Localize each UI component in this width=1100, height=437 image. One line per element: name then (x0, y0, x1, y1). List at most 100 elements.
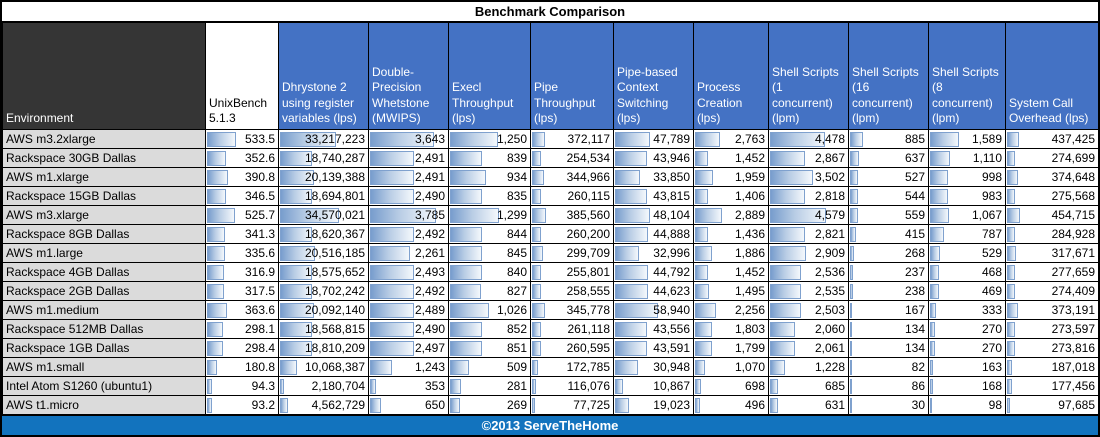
cell-value: 827 (506, 283, 527, 298)
cell-value: 4,478 (814, 131, 845, 146)
value-cell-execl: 845 (448, 243, 531, 263)
data-bar (280, 131, 337, 147)
cell-value: 885 (904, 131, 925, 146)
cell-value: 468 (981, 264, 1002, 279)
value-cell-shell8: 168 (928, 376, 1006, 396)
value-cell-process: 2,889 (693, 205, 769, 225)
data-bar (207, 188, 226, 204)
cell-value: 385,560 (566, 207, 610, 222)
cell-value: 298.1 (244, 321, 275, 336)
value-cell-execl: 827 (448, 281, 531, 301)
header-cell-execl: Execl Throughput (lps) (448, 22, 531, 130)
cell-value: 525.7 (244, 207, 275, 222)
value-cell-pipe: 299,709 (530, 243, 614, 263)
data-bar (615, 131, 651, 147)
data-bar (615, 283, 648, 299)
value-cell-shell1: 4,579 (768, 205, 849, 225)
value-cell-context: 43,815 (613, 186, 694, 206)
value-cell-execl: 1,299 (448, 205, 531, 225)
value-cell-context: 47,789 (613, 129, 694, 149)
data-bar (850, 283, 854, 299)
cell-value: 177,456 (1051, 378, 1095, 393)
table-row: AWS m1.xlarge 390.8 20,139,388 2,491 934 344,… (2, 167, 1099, 187)
cell-value: 18,740,287 (304, 150, 365, 165)
value-cell-whetstone: 2,491 (368, 148, 449, 168)
value-cell-shell8: 270 (928, 319, 1006, 339)
table-row: Rackspace 1GB Dallas 298.4 18,810,209 2,497… (2, 338, 1099, 358)
cell-value: 1,495 (734, 283, 765, 298)
value-cell-shell16: 415 (848, 224, 929, 244)
data-bar (450, 131, 498, 147)
row-label: AWS m1.medium (2, 300, 206, 320)
cell-value: 1,452 (734, 264, 765, 279)
data-bar (695, 188, 708, 204)
cell-value: 3,643 (414, 131, 445, 146)
cell-value: 254,534 (566, 150, 610, 165)
cell-value: 1,589 (971, 131, 1002, 146)
data-bar (450, 226, 483, 242)
cell-value: 650 (424, 397, 445, 412)
data-bar (930, 245, 940, 261)
data-bar (695, 245, 713, 261)
value-cell-whetstone: 2,490 (368, 319, 449, 339)
data-bar (370, 283, 414, 299)
value-cell-process: 496 (693, 395, 769, 415)
data-bar (370, 340, 414, 356)
cell-value: 273,816 (1051, 340, 1095, 355)
cell-value: 255,801 (566, 264, 610, 279)
value-cell-pipe: 260,595 (530, 338, 614, 358)
data-bar (850, 264, 854, 280)
data-bar (532, 321, 542, 337)
cell-value: 1,228 (814, 359, 845, 374)
data-bar (930, 188, 948, 204)
data-bar (532, 150, 542, 166)
value-cell-unixbench: 341.3 (205, 224, 279, 244)
cell-value: 2,490 (414, 188, 445, 203)
value-cell-process: 1,406 (693, 186, 769, 206)
cell-value: 2,867 (814, 150, 845, 165)
cell-value: 238 (904, 283, 925, 298)
cell-value: 345,778 (566, 302, 610, 317)
value-cell-shell16: 30 (848, 395, 929, 415)
value-cell-syscall: 275,568 (1005, 186, 1099, 206)
cell-value: 373,191 (1051, 302, 1095, 317)
data-bar (1007, 340, 1015, 356)
cell-value: 2,491 (414, 169, 445, 184)
data-bar (370, 150, 414, 166)
data-bar (1007, 169, 1018, 185)
value-cell-syscall: 277,659 (1005, 262, 1099, 282)
cell-value: 983 (981, 188, 1002, 203)
cell-value: 44,623 (653, 283, 690, 298)
data-bar (207, 264, 225, 280)
data-bar (930, 302, 937, 318)
cell-value: 10,068,387 (304, 359, 365, 374)
value-cell-whetstone: 2,493 (368, 262, 449, 282)
row-label: Rackspace 2GB Dallas (2, 281, 206, 301)
value-cell-syscall: 317,671 (1005, 243, 1099, 263)
value-cell-dhrystone: 34,570,021 (278, 205, 369, 225)
cell-value: 341.3 (244, 226, 275, 241)
data-bar (450, 188, 482, 204)
value-cell-shell8: 998 (928, 167, 1006, 187)
data-bar (1007, 397, 1010, 413)
data-bar (695, 131, 721, 147)
value-cell-shell1: 685 (768, 376, 849, 396)
value-cell-execl: 1,250 (448, 129, 531, 149)
cell-value: 2,909 (814, 245, 845, 260)
data-bar (207, 169, 229, 185)
cell-value: 2,763 (734, 131, 765, 146)
header-cell-process: Process Creation (lps) (693, 22, 769, 130)
cell-value: 260,200 (566, 226, 610, 241)
header-cell-syscall: System Call Overhead (lps) (1005, 22, 1099, 130)
data-bar (695, 283, 709, 299)
cell-value: 1,250 (496, 131, 527, 146)
cell-value: 180.8 (244, 359, 275, 374)
cell-value: 82 (911, 359, 925, 374)
cell-value: 2,821 (814, 226, 845, 241)
cell-value: 98 (988, 397, 1002, 412)
data-bar (370, 207, 437, 223)
value-cell-unixbench: 363.6 (205, 300, 279, 320)
value-cell-context: 19,023 (613, 395, 694, 415)
cell-value: 1,436 (734, 226, 765, 241)
value-cell-dhrystone: 2,180,704 (278, 376, 369, 396)
